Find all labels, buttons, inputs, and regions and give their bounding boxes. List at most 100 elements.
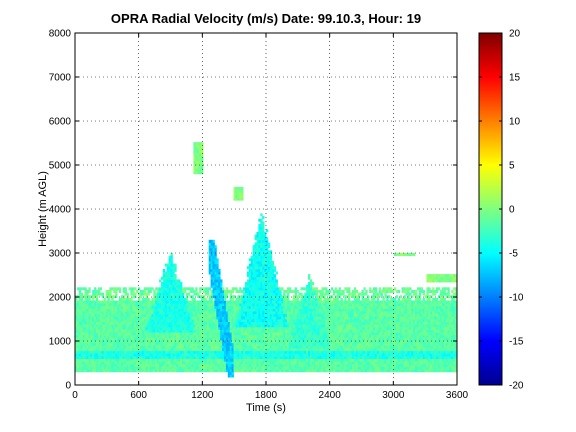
heatmap-cell <box>134 292 137 296</box>
heatmap-cell <box>206 324 210 328</box>
heatmap-cell <box>199 334 202 338</box>
heatmap-cell <box>105 348 108 352</box>
heatmap-cell <box>250 258 254 262</box>
heatmap-cell <box>151 297 154 301</box>
heatmap-cell <box>269 340 273 344</box>
heatmap-cell <box>107 348 110 352</box>
heatmap-cell <box>258 319 261 323</box>
heatmap-cell <box>285 348 288 352</box>
heatmap-cell <box>160 324 164 328</box>
heatmap-cell <box>151 355 154 359</box>
heatmap-cell <box>222 305 225 309</box>
heatmap-cell <box>206 334 210 338</box>
heatmap-cell <box>170 329 173 333</box>
heatmap-cell <box>222 329 225 333</box>
heatmap-cell <box>269 313 273 317</box>
heatmap-cell <box>281 337 284 341</box>
heatmap-cell <box>338 289 341 293</box>
heatmap-cell <box>143 358 147 362</box>
heatmap-cell <box>329 353 332 357</box>
heatmap-cell <box>149 313 152 317</box>
heatmap-cell <box>260 355 263 359</box>
heatmap-cell <box>300 287 303 291</box>
heatmap-cell <box>111 345 114 349</box>
heatmap-cell <box>271 358 275 362</box>
heatmap-cell <box>281 300 284 304</box>
heatmap-cell <box>346 305 349 309</box>
heatmap-cell <box>132 353 135 357</box>
heatmap-cell <box>94 316 97 320</box>
heatmap-cell <box>212 340 215 344</box>
heatmap-cell <box>277 369 280 373</box>
heatmap-cell <box>185 358 189 362</box>
heatmap-cell <box>164 326 168 330</box>
heatmap-cell <box>231 348 234 352</box>
heatmap-cell <box>260 279 263 283</box>
heatmap-cell <box>107 305 110 309</box>
heatmap-cell <box>189 340 192 344</box>
heatmap-cell <box>216 274 219 278</box>
heatmap-cell <box>308 332 311 336</box>
heatmap-cell <box>94 313 97 317</box>
heatmap-cell <box>113 348 116 352</box>
heatmap-cell <box>302 313 305 317</box>
heatmap-cell <box>287 348 290 352</box>
heatmap-cell <box>197 326 200 330</box>
heatmap-cell <box>334 363 338 367</box>
heatmap-cell <box>88 342 91 346</box>
heatmap-cell <box>287 324 290 328</box>
heatmap-cell <box>267 329 271 333</box>
heatmap-cell <box>252 358 255 362</box>
heatmap-cell <box>319 289 322 293</box>
heatmap-cell <box>164 324 168 328</box>
heatmap-cell <box>296 297 299 301</box>
heatmap-cell <box>164 350 168 354</box>
heatmap-cell <box>143 305 147 309</box>
heatmap-cell <box>138 297 141 301</box>
heatmap-cell <box>208 253 212 257</box>
heatmap-cell <box>94 305 97 309</box>
heatmap-cell <box>96 353 99 357</box>
heatmap-cell <box>132 316 135 320</box>
heatmap-cell <box>327 345 330 349</box>
heatmap-cell <box>250 274 254 278</box>
heatmap-cell <box>267 319 271 323</box>
heatmap-cell <box>290 324 294 328</box>
heatmap-cell <box>178 324 181 328</box>
heatmap-cell <box>275 271 278 275</box>
heatmap-cell <box>348 334 351 338</box>
heatmap-cell <box>105 361 108 365</box>
heatmap-cell <box>216 334 219 338</box>
heatmap-cell <box>244 348 248 352</box>
heatmap-cell <box>84 332 87 336</box>
heatmap-cell <box>97 287 101 291</box>
heatmap-cell <box>166 271 169 275</box>
heatmap-cell <box>160 276 164 280</box>
heatmap-cell <box>264 282 267 286</box>
heatmap-cell <box>103 366 106 370</box>
heatmap-cell <box>248 284 252 288</box>
heatmap-cell <box>145 295 148 299</box>
heatmap-cell <box>225 308 229 312</box>
heatmap-cell <box>94 308 97 312</box>
heatmap-cell <box>214 319 217 323</box>
heatmap-cell <box>227 326 231 330</box>
heatmap-cell <box>111 332 114 336</box>
heatmap-cell <box>321 303 324 307</box>
heatmap-cell <box>225 358 229 362</box>
heatmap-cell <box>157 329 160 333</box>
heatmap-cell <box>105 355 108 359</box>
heatmap-cell <box>273 353 276 357</box>
heatmap-cell <box>162 303 166 307</box>
heatmap-cell <box>235 289 238 293</box>
heatmap-cell <box>223 355 227 359</box>
heatmap-cell <box>350 345 353 349</box>
heatmap-cell <box>147 334 150 338</box>
heatmap-cell <box>84 319 87 323</box>
heatmap-cell <box>244 350 248 354</box>
heatmap-cell <box>260 276 263 280</box>
heatmap-cell <box>334 350 338 354</box>
heatmap-cell <box>281 287 284 291</box>
heatmap-cell <box>214 313 217 317</box>
heatmap-cell <box>294 289 297 293</box>
